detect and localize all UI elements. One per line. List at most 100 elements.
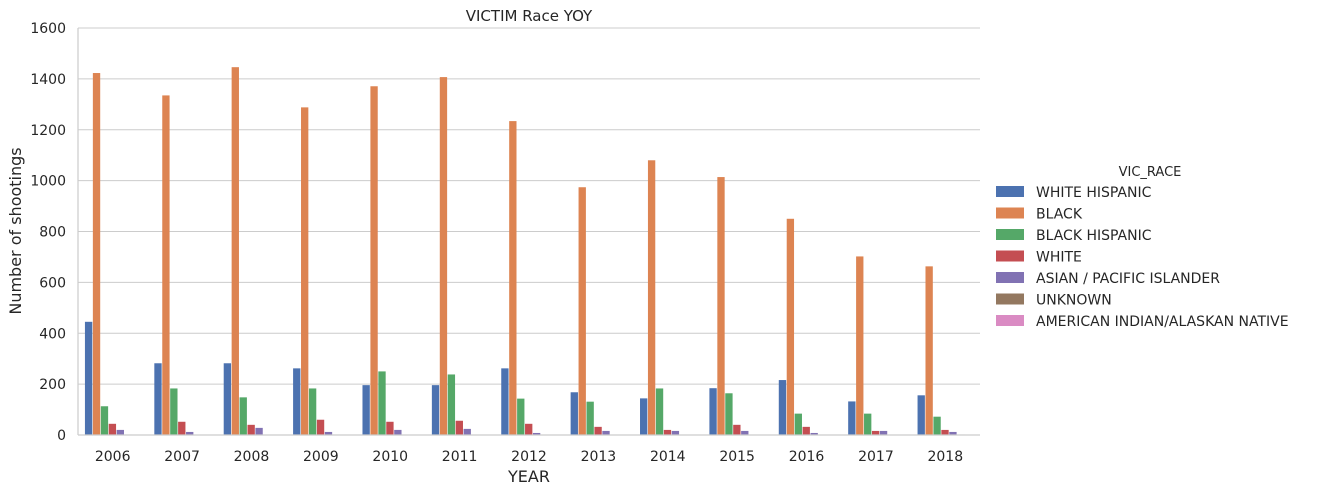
bar-asian-pacific-islander-2017 — [879, 430, 888, 435]
grid-lines — [78, 27, 980, 436]
bar-black-hispanic-2008 — [239, 397, 247, 435]
y-tick-label: 800 — [39, 225, 66, 241]
legend-label: UNKNOWN — [1036, 293, 1112, 309]
y-tick-label: 200 — [39, 377, 66, 393]
bar-black-hispanic-2015 — [725, 393, 733, 435]
bar-white-hispanic-2015 — [709, 388, 717, 435]
bar-black-hispanic-2007 — [170, 388, 178, 435]
bar-black-hispanic-2010 — [378, 371, 386, 435]
legend-swatch — [996, 272, 1024, 283]
bar-asian-pacific-islander-2010 — [394, 429, 402, 435]
x-tick-label: 2012 — [511, 449, 547, 465]
x-tick-label: 2016 — [789, 449, 825, 465]
bar-white-hispanic-2007 — [154, 363, 162, 435]
legend: VIC_RACE WHITE HISPANIC BLACK BLACK HISPAN… — [996, 165, 1289, 330]
bar-white-hispanic-2006 — [84, 321, 93, 435]
bar-white-hispanic-2011 — [431, 385, 440, 435]
bar-black-hispanic-2006 — [100, 406, 109, 435]
bar-black-hispanic-2012 — [517, 398, 525, 435]
y-tick-label: 400 — [39, 326, 66, 342]
bar-asian-pacific-islander-2015 — [741, 430, 749, 435]
bar-white-hispanic-2016 — [778, 380, 787, 435]
y-axis-title: Number of shootings — [6, 147, 25, 314]
bar-asian-pacific-islander-2016 — [810, 432, 818, 435]
bar-white-2017 — [871, 430, 880, 435]
legend-swatch — [996, 293, 1024, 305]
legend-label: AMERICAN INDIAN/ALASKAN NATIVE — [1036, 314, 1289, 330]
x-tick-label: 2015 — [719, 449, 755, 465]
bar-black-2010 — [370, 86, 378, 435]
x-tick-label: 2018 — [927, 449, 963, 465]
y-tick-label: 0 — [57, 428, 66, 444]
bar-white-2012 — [525, 423, 533, 435]
x-tick-label: 2017 — [858, 449, 894, 465]
legend-title: VIC_RACE — [1119, 165, 1182, 180]
bar-white-2008 — [247, 424, 255, 435]
x-tick-label: 2013 — [581, 449, 617, 465]
axes: 0 200 400 600 800 1000 1200 1400 1600 2006 2007 200… — [30, 21, 980, 465]
bar-black-2007 — [162, 95, 170, 436]
bar-black-2011 — [439, 77, 448, 436]
bar-black-hispanic-2016 — [794, 413, 802, 435]
bars — [84, 67, 965, 436]
legend-label: WHITE — [1036, 250, 1082, 266]
legend-label: WHITE HISPANIC — [1036, 185, 1152, 201]
bar-black-hispanic-2018 — [933, 416, 941, 435]
bar-black-2013 — [578, 187, 586, 435]
bar-asian-pacific-islander-2009 — [324, 431, 333, 435]
x-tick-label: 2007 — [164, 449, 200, 465]
legend-label: BLACK — [1036, 207, 1083, 223]
bar-white-hispanic-2012 — [501, 368, 509, 435]
bar-black-2009 — [301, 107, 309, 436]
bar-white-hispanic-2008 — [223, 363, 232, 435]
bar-white-hispanic-2009 — [293, 368, 301, 435]
bar-white-2007 — [178, 421, 186, 435]
legend-swatch — [996, 250, 1024, 262]
y-tick-label: 600 — [39, 275, 66, 291]
legend-swatch — [996, 315, 1024, 326]
bar-white-hispanic-2018 — [917, 395, 925, 435]
bar-black-hispanic-2013 — [586, 401, 594, 435]
bar-black-hispanic-2011 — [447, 374, 456, 435]
bar-black-hispanic-2009 — [308, 388, 317, 435]
bar-white-2011 — [455, 420, 463, 435]
legend-label: BLACK HISPANIC — [1036, 228, 1152, 244]
bar-white-2018 — [941, 429, 949, 435]
bar-black-2014 — [647, 160, 656, 435]
bar-black-2006 — [92, 73, 101, 435]
bar-asian-pacific-islander-2013 — [602, 430, 610, 435]
bar-asian-pacific-islander-2008 — [255, 427, 263, 435]
bar-white-2013 — [594, 426, 602, 435]
bar-black-2018 — [925, 266, 933, 435]
bar-white-2014 — [663, 429, 672, 435]
bar-black-2012 — [509, 121, 517, 435]
bar-white-2010 — [386, 421, 394, 435]
chart-title: VICTIM Race YOY — [466, 7, 593, 25]
bar-white-hispanic-2014 — [640, 398, 648, 435]
x-tick-label: 2006 — [95, 449, 131, 465]
x-axis-title: YEAR — [507, 467, 550, 486]
bar-black-2015 — [717, 177, 725, 435]
bar-asian-pacific-islander-2018 — [949, 431, 957, 435]
y-tick-label: 1000 — [30, 174, 66, 190]
bar-asian-pacific-islander-2012 — [532, 432, 541, 435]
bar-white-hispanic-2017 — [848, 401, 856, 435]
bar-black-hispanic-2014 — [655, 388, 664, 435]
bar-white-2015 — [733, 424, 741, 435]
x-tick-label: 2008 — [234, 449, 270, 465]
bar-white-hispanic-2013 — [570, 392, 578, 435]
x-tick-label: 2010 — [372, 449, 408, 465]
bar-black-hispanic-2017 — [864, 413, 872, 435]
bar-white-hispanic-2010 — [362, 385, 370, 435]
x-tick-label: 2014 — [650, 449, 686, 465]
x-tick-label: 2011 — [442, 449, 478, 465]
bar-white-2016 — [802, 426, 810, 435]
bar-asian-pacific-islander-2014 — [671, 430, 680, 435]
y-tick-label: 1600 — [30, 21, 66, 37]
legend-swatch — [996, 186, 1024, 197]
x-tick-label: 2009 — [303, 449, 339, 465]
bar-asian-pacific-islander-2007 — [186, 431, 194, 435]
bar-asian-pacific-islander-2011 — [463, 428, 471, 435]
